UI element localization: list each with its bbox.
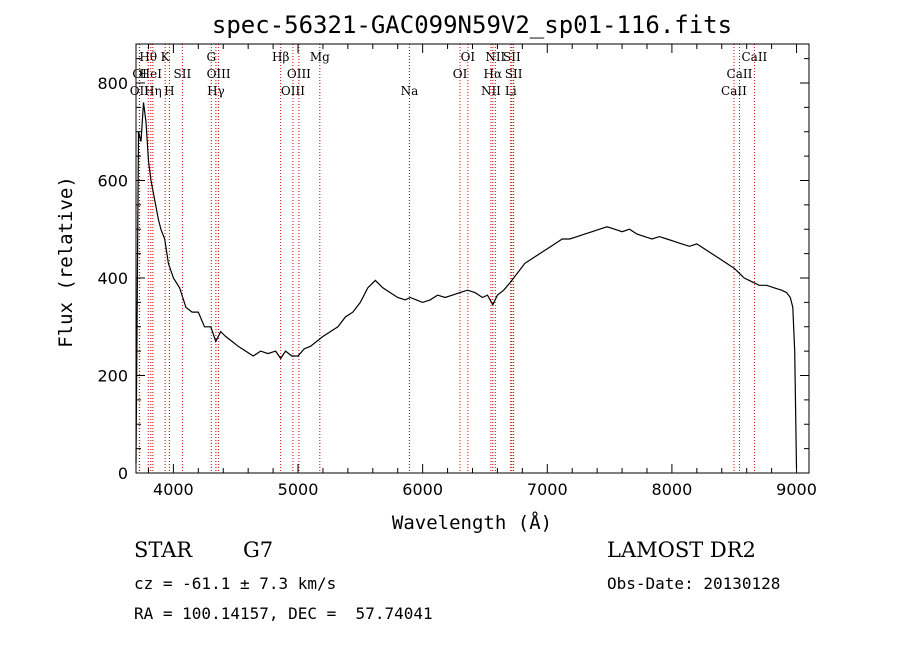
line-marker-label: CaII [741,50,767,64]
line-marker-label: Mg [310,50,330,64]
line-marker-label: Li [505,84,517,98]
chart-title: spec-56321-GAC099N59V2_sp01-116.fits [212,11,732,39]
y-axis-label: Flux (relative) [55,176,77,348]
x-tick-label: 4000 [153,480,194,499]
line-marker-label: SII [174,67,192,81]
coordinates-readout: RA = 100.14157, DEC = 57.74041 [134,604,433,623]
line-marker-label: Hη [144,84,162,98]
line-marker-label: OI [453,67,468,81]
spectrum-series [135,102,798,469]
y-tick-label: 0 [118,464,128,483]
line-marker-label: NII [485,50,505,64]
line-marker-label: CaII [727,67,753,81]
line-marker-label: HeI [140,67,163,81]
line-marker-label: CaII [721,84,747,98]
axes: 4000 5000 6000 7000 8000 9000 0 200 400 600 800 [97,44,817,499]
line-marker-label: Na [401,84,419,98]
object-subclass: G7 [243,538,274,562]
line-marker-label: OIII [281,84,305,98]
line-marker-label: Hγ [207,84,225,98]
line-marker-label: OIII [207,67,231,81]
line-marker-label: SII [505,67,523,81]
line-marker-label: OI [461,50,476,64]
spectrum-line-0 [135,102,798,469]
line-marker-label: Hα [484,67,503,81]
redshift-readout: cz = -61.1 ± 7.3 km/s [134,574,337,593]
line-marker-label: Hθ [139,50,157,64]
y-tick-label: 200 [97,367,128,386]
x-tick-label: 7000 [527,480,568,499]
y-tick-label: 800 [97,74,128,93]
plot-frame [135,43,810,474]
observation-date: Obs-Date: 20130128 [607,574,781,593]
x-tick-label: 9000 [776,480,817,499]
y-tick-label: 600 [97,172,128,191]
y-tick-label: 400 [97,269,128,288]
line-marker-label: G [206,50,216,64]
x-tick-label: 5000 [278,480,319,499]
line-marker-label: NII [481,84,501,98]
line-marker-label: SII [503,50,521,64]
x-tick-label: 8000 [652,480,693,499]
object-class: STAR [134,538,193,562]
line-marker-label: H [164,84,174,98]
survey-name: LAMOST DR2 [607,538,756,562]
x-tick-label: 6000 [402,480,443,499]
spectral-line-markers: OIIOIHθHeIHηKHSIIGHγOIIIHβOIIIOIIIMgNaOI… [130,44,768,473]
x-axis-label: Wavelength (Å) [392,511,552,534]
line-marker-label: Hβ [272,50,289,64]
line-marker-label: OIII [287,67,311,81]
line-marker-label: K [161,50,171,64]
line-marker-label: OII [130,84,150,98]
